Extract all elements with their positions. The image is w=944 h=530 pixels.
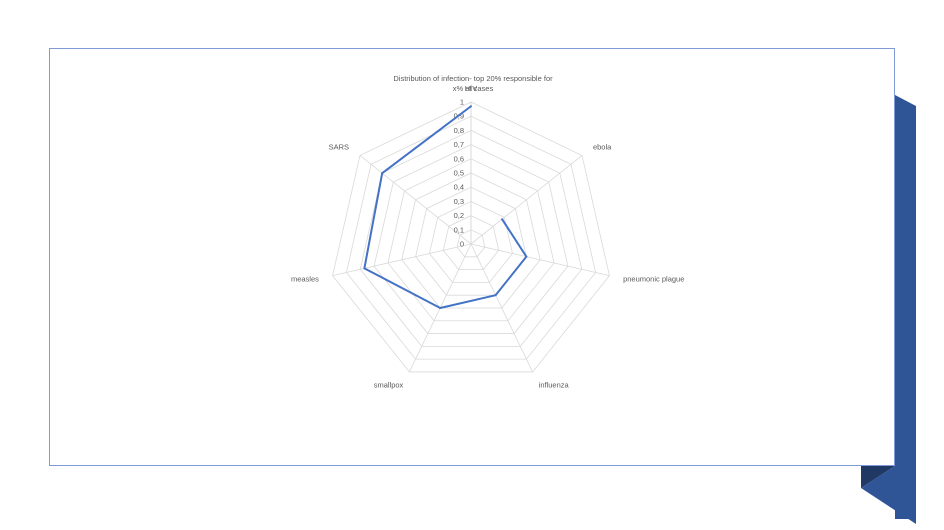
grid-spoke (332, 243, 472, 276)
grid-ring (401, 172, 541, 309)
accent-ribbon (895, 95, 916, 519)
axis-tick-label: 0,1 (454, 225, 464, 234)
grid-ring (442, 215, 500, 270)
grid-ring (415, 186, 527, 296)
data-point (470, 105, 472, 108)
chart-title: Distribution of infection- top 20% respo… (50, 74, 896, 94)
data-point (439, 306, 442, 309)
axis-tick-label: 0,6 (454, 154, 464, 163)
grid-ring (387, 158, 555, 322)
data-point (525, 255, 528, 258)
accent-ribbon-lower (861, 466, 916, 524)
radar-chart: 00,10,20,30,40,50,60,70,80,91ebolapneumo… (291, 84, 684, 390)
data-point (501, 218, 504, 221)
data-point (363, 267, 366, 270)
series-line (363, 105, 528, 309)
chart-area[interactable]: Distribution of infection- top 20% respo… (49, 48, 895, 466)
grid-ring (345, 115, 597, 360)
axis-tick-label: 0 (460, 240, 464, 249)
axis-tick-label: 0,4 (454, 183, 464, 192)
category-label: measles (291, 275, 319, 284)
grid-ring (373, 144, 569, 334)
category-label: ebola (593, 143, 612, 152)
data-point (494, 294, 497, 297)
grid-spoke (470, 243, 533, 373)
grid-spoke (470, 155, 583, 245)
axis-tick-label: 0,5 (454, 169, 464, 178)
category-label: HIV (465, 84, 478, 93)
axis-tick-label: 0,2 (454, 211, 464, 220)
axis-tick-label: 1 (460, 98, 464, 107)
category-label: smallpox (374, 381, 404, 390)
data-point (381, 172, 384, 175)
grid-spoke (359, 155, 472, 245)
chart-title-line-2: x% of cases (452, 84, 494, 93)
grid-spoke (470, 243, 610, 276)
axis-tick-label: 0,8 (454, 126, 464, 135)
chart-title-line-1: Distribution of infection- top 20% respo… (393, 74, 553, 83)
grid-ring (332, 101, 610, 373)
axis-tick-label: 0,7 (454, 140, 464, 149)
axis-tick-label: 0,3 (454, 197, 464, 206)
category-label: influenza (539, 381, 570, 390)
category-label: pneumonic plague (623, 275, 684, 284)
category-label: SARS (329, 143, 349, 152)
grid-ring (456, 229, 486, 258)
